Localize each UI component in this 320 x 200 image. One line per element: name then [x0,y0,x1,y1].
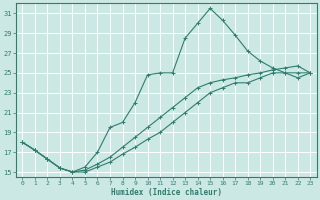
X-axis label: Humidex (Indice chaleur): Humidex (Indice chaleur) [111,188,222,197]
